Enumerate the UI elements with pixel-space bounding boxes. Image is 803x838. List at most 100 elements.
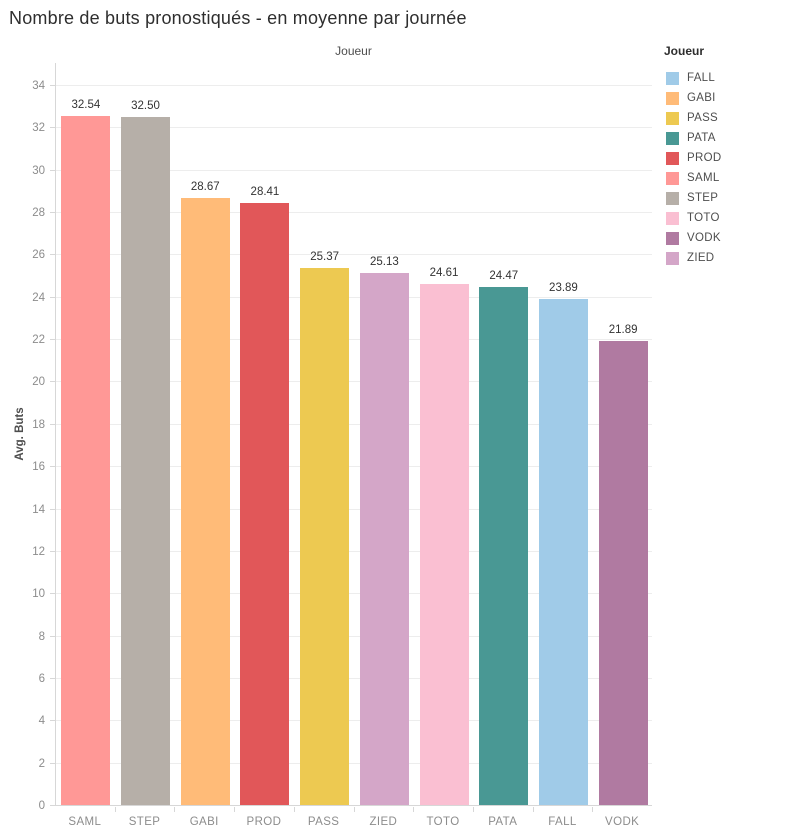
- gridline-24: [56, 296, 652, 298]
- gridline-32: [56, 127, 652, 129]
- gridline-14: [56, 508, 652, 510]
- y-tick-mark-2: [50, 762, 55, 764]
- legend-swatch-prod: [666, 151, 679, 165]
- y-tick-mark-32: [50, 127, 55, 129]
- gridline-4: [56, 720, 652, 722]
- legend-label-toto: TOTO: [687, 212, 720, 224]
- x-axis-labels: SAML STEP GABI PROD PASS ZIED TOTO PATA FALL VODK: [55, 807, 652, 835]
- bar-value-label-fall: 23.89: [549, 282, 578, 295]
- y-tick-label-30: 30: [32, 164, 45, 177]
- y-tick-label-24: 24: [32, 291, 45, 304]
- bar-value-label-zied: 25.13: [369, 255, 399, 268]
- y-tick-label-20: 20: [32, 376, 45, 389]
- y-tick-label-32: 32: [32, 122, 45, 135]
- y-tick-label-28: 28: [32, 207, 45, 220]
- y-tick-label-34: 34: [32, 80, 45, 92]
- legend-swatch-gabi: [666, 91, 679, 105]
- x-label-vodk: VODK: [605, 816, 640, 828]
- legend-swatch-fall: [666, 71, 679, 85]
- gridline-2: [56, 762, 652, 764]
- legend-label-saml: SAML: [687, 172, 720, 184]
- bar-prod[interactable]: [240, 203, 290, 805]
- gridline-12: [56, 550, 652, 552]
- bar-pass[interactable]: [300, 267, 350, 805]
- gridline-18: [56, 423, 652, 425]
- bar-gabi[interactable]: [180, 197, 230, 805]
- x-axis-separator-4: [293, 807, 295, 812]
- legend-item-prod[interactable]: PROD: [664, 148, 799, 168]
- legend-item-toto[interactable]: TOTO: [664, 208, 799, 228]
- x-label-step: STEP: [128, 816, 161, 828]
- x-axis-separator-9: [592, 807, 594, 812]
- x-label-gabi: GABI: [189, 816, 219, 828]
- y-axis-title: Avg. Buts: [14, 407, 26, 461]
- gridline-26: [56, 254, 652, 256]
- bar-toto[interactable]: [419, 283, 469, 805]
- bar-value-label-step: 32.50: [131, 99, 160, 112]
- y-tick-mark-30: [50, 169, 55, 171]
- y-tick-label-8: 8: [38, 630, 45, 643]
- y-tick-label-22: 22: [32, 334, 45, 347]
- gridline-10: [56, 593, 652, 595]
- bar-fall[interactable]: [538, 299, 588, 805]
- legend-label-vodk: VODK: [687, 232, 721, 244]
- y-tick-mark-12: [50, 550, 55, 552]
- y-tick-mark-28: [50, 212, 55, 214]
- legend-item-gabi[interactable]: GABI: [664, 88, 799, 108]
- y-tick-mark-26: [50, 254, 55, 256]
- gridline-22: [56, 339, 652, 341]
- bar-value-label-toto: 24.61: [429, 266, 459, 279]
- legend-item-pass[interactable]: PASS: [664, 108, 799, 128]
- bar-step[interactable]: [121, 116, 171, 805]
- legend-label-zied: ZIED: [687, 252, 715, 264]
- legend-item-pata[interactable]: PATA: [664, 128, 799, 148]
- bar-vodk[interactable]: [598, 341, 648, 805]
- legend-item-zied[interactable]: ZIED: [664, 248, 799, 268]
- y-tick-mark-10: [50, 593, 55, 595]
- x-axis-separator-3: [234, 807, 236, 812]
- gridline-20: [56, 381, 652, 383]
- y-tick-mark-18: [50, 423, 55, 425]
- x-axis-separator-6: [413, 807, 415, 812]
- bar-value-label-vodk: 21.89: [608, 324, 638, 337]
- bar-value-label-pata: 24.47: [489, 269, 519, 282]
- x-label-zied: ZIED: [369, 816, 398, 828]
- color-legend: Joueur FALL GABI PASS PATA PROD SAML STEP TOTO V…: [664, 44, 799, 268]
- y-tick-mark-8: [50, 635, 55, 637]
- bar-value-label-prod: 28.41: [250, 186, 280, 199]
- y-tick-label-4: 4: [38, 715, 45, 728]
- legend-item-saml[interactable]: SAML: [664, 168, 799, 188]
- legend-label-prod: PROD: [687, 152, 722, 164]
- y-tick-mark-0: [50, 805, 55, 806]
- y-tick-mark-16: [50, 466, 55, 468]
- legend-item-step[interactable]: STEP: [664, 188, 799, 208]
- x-label-fall: FALL: [548, 816, 577, 828]
- legend-label-step: STEP: [687, 192, 719, 204]
- y-tick-label-6: 6: [38, 672, 45, 685]
- legend-swatch-saml: [666, 171, 679, 185]
- legend-item-vodk[interactable]: VODK: [664, 228, 799, 248]
- x-axis-separator-5: [353, 807, 355, 812]
- bar-pata[interactable]: [479, 286, 529, 805]
- y-tick-label-0: 0: [38, 800, 45, 812]
- legend-label-pass: PASS: [687, 112, 719, 124]
- x-label-prod: PROD: [246, 816, 282, 828]
- bar-saml[interactable]: [61, 115, 111, 805]
- y-tick-label-10: 10: [32, 588, 45, 601]
- bar-zied[interactable]: [359, 272, 409, 805]
- legend-swatch-zied: [666, 251, 679, 265]
- y-tick-label-14: 14: [32, 503, 45, 516]
- legend-swatch-toto: [666, 211, 679, 225]
- y-tick-mark-4: [50, 720, 55, 722]
- legend-swatch-pata: [666, 131, 679, 145]
- x-label-pass: PASS: [307, 816, 340, 828]
- y-tick-label-18: 18: [32, 418, 45, 431]
- legend-title: Joueur: [664, 44, 705, 58]
- legend-item-fall[interactable]: FALL: [664, 68, 799, 88]
- bar-value-label-saml: 32.54: [71, 98, 101, 111]
- bar-value-label-gabi: 28.67: [190, 180, 220, 193]
- column-header-joueur: Joueur: [335, 44, 372, 58]
- y-tick-mark-22: [50, 339, 55, 341]
- x-label-toto: TOTO: [426, 816, 460, 828]
